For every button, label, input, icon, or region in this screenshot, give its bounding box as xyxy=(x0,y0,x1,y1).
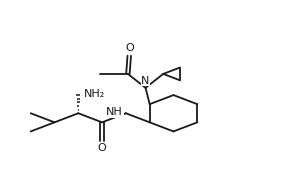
Text: O: O xyxy=(125,43,134,53)
Text: NH₂: NH₂ xyxy=(84,89,105,99)
Text: NH: NH xyxy=(106,107,123,117)
Text: O: O xyxy=(98,143,107,153)
Text: N: N xyxy=(141,76,150,86)
